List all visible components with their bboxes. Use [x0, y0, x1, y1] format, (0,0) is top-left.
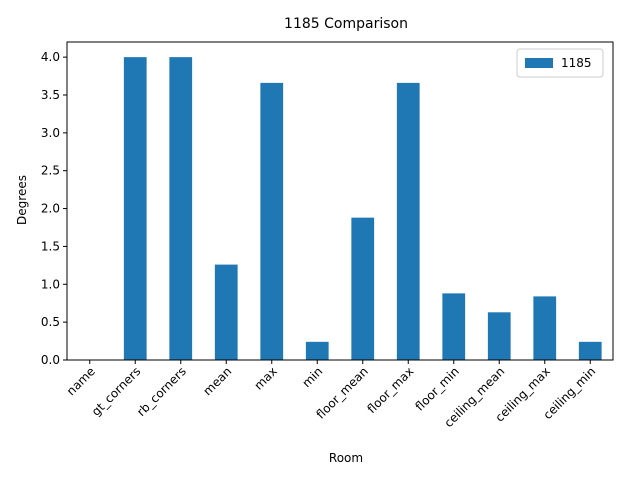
bar — [442, 293, 466, 360]
y-tick-label: 4.0 — [41, 50, 60, 64]
y-tick-label: 0.0 — [41, 353, 60, 367]
bar — [533, 296, 557, 360]
y-tick-label: 3.0 — [41, 126, 60, 140]
legend-swatch — [525, 58, 553, 68]
y-tick-label: 3.5 — [41, 88, 60, 102]
y-tick-label: 1.0 — [41, 277, 60, 291]
y-tick-label: 0.5 — [41, 315, 60, 329]
axes-frame — [66, 41, 614, 361]
bar — [305, 341, 329, 360]
y-axis-label: Degrees — [15, 175, 29, 225]
legend-label: 1185 — [561, 56, 592, 70]
y-tick-label: 2.5 — [41, 164, 60, 178]
bar — [351, 217, 375, 360]
chart-title: 1185 Comparison — [284, 16, 408, 32]
x-axis-label: Room — [329, 451, 363, 465]
bar — [260, 82, 284, 360]
y-tick-label: 1.5 — [41, 239, 60, 253]
bar — [396, 82, 420, 360]
bar — [123, 57, 147, 361]
bar — [169, 57, 193, 361]
bar — [214, 264, 238, 360]
legend-box — [516, 48, 604, 78]
bar — [578, 341, 602, 360]
bar — [487, 312, 511, 360]
y-tick-label: 2.0 — [41, 202, 60, 216]
